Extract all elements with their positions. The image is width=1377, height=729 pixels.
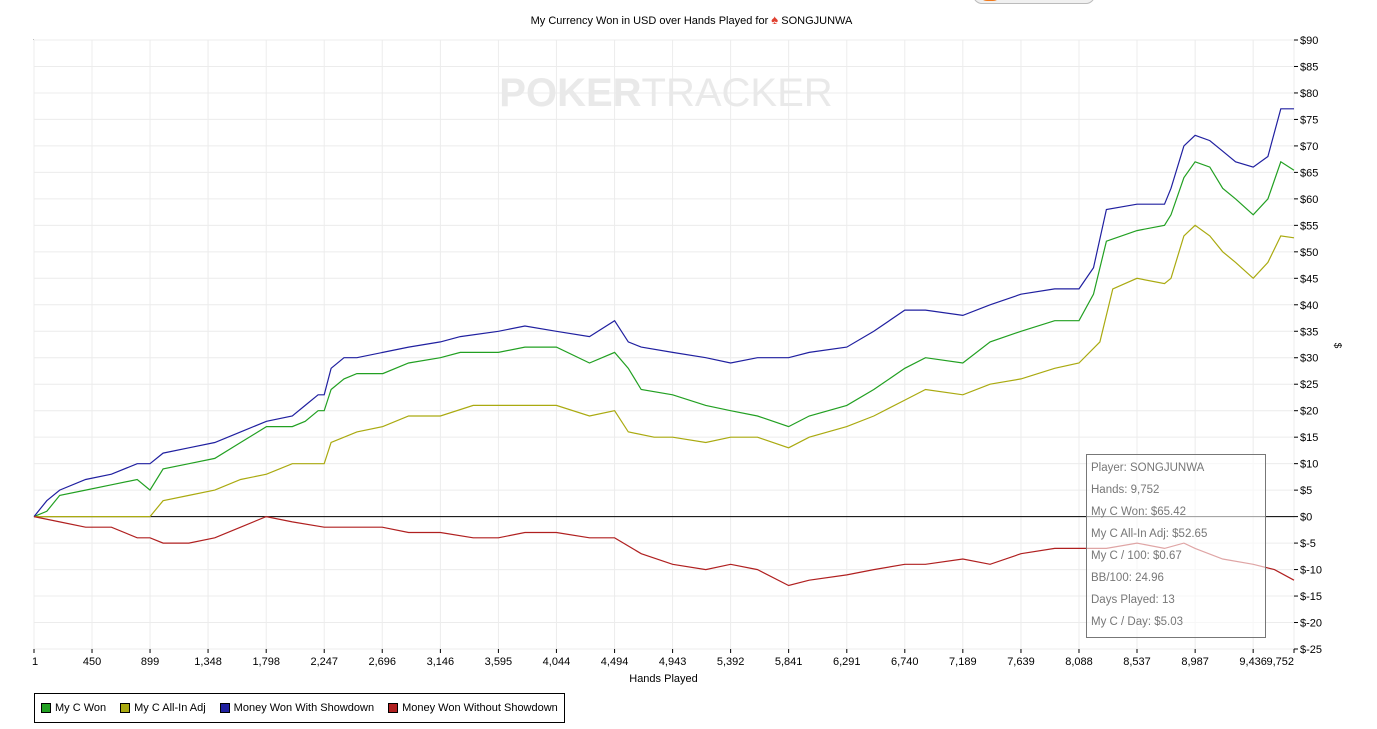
legend-label: My C All-In Adj [134, 702, 206, 714]
y-tick-label: $-15 [1300, 591, 1322, 603]
watermark-part2: TRACKER [642, 71, 833, 115]
y-tick-label: $0 [1300, 512, 1312, 524]
x-tick-label: 7,189 [949, 656, 977, 668]
y-tick-label: $60 [1300, 194, 1318, 206]
y-tick-label: $-5 [1300, 538, 1316, 550]
y-tick-label: $80 [1300, 88, 1318, 100]
x-tick-label: 8,987 [1181, 656, 1209, 668]
y-tick-label: $50 [1300, 247, 1318, 259]
y-tick-label: $75 [1300, 114, 1318, 126]
y-tick-label: $70 [1300, 141, 1318, 153]
legend-label: My C Won [55, 702, 107, 714]
stats-tooltip: Player: SONGJUNWA Hands: 9,752 My C Won:… [1086, 454, 1266, 638]
x-tick-label: 4,494 [601, 656, 629, 668]
y-tick-labels: $90 $85 $80 $75 $70 $65 $60 $55 $50 $45 $40 $35 $30 $… [1294, 35, 1322, 656]
x-tick-label: 899 [141, 656, 159, 668]
legend-swatch [219, 703, 230, 713]
y-tick-label: $45 [1300, 273, 1318, 285]
chart-legend: My C Won My C All-In Adj Money Won With … [34, 693, 565, 723]
y-tick-label: $85 [1300, 61, 1318, 73]
legend-swatch [41, 703, 51, 713]
series-line-3 [33, 108, 1294, 517]
plot-area [33, 39, 1295, 650]
tooltip-allin: My C All-In Adj: $52.65 [1091, 528, 1208, 540]
tooltip-won: My C Won: $65.42 [1091, 506, 1187, 518]
series-line-2 [34, 224, 1295, 518]
x-tick-label: 3,146 [427, 656, 455, 668]
tooltip-days: Days Played: 13 [1091, 594, 1175, 606]
x-tick-label: 6,291 [833, 656, 861, 668]
y-tick-label: $-20 [1300, 618, 1322, 630]
y-tick-label: $5 [1300, 485, 1312, 497]
grid-lines [33, 39, 1295, 650]
y-tick-label: $10 [1300, 459, 1318, 471]
x-tick-label: 6,740 [891, 656, 919, 668]
x-tick-label: 450 [83, 656, 101, 668]
x-tick-label: 5,841 [775, 656, 803, 668]
tooltip-player: Player: SONGJUNWA [1091, 462, 1205, 474]
spade-icon: ♠ [771, 12, 779, 27]
x-tick-label: 7,639 [1007, 656, 1035, 668]
y-tick-label: $90 [1300, 35, 1318, 47]
x-tick-label: 4,044 [543, 656, 571, 668]
tooltip-per100: My C / 100: $0.67 [1091, 550, 1182, 562]
x-tick-label: 9,436 [1239, 656, 1267, 668]
legend-item-allin[interactable]: My C All-In Adj [120, 702, 206, 714]
legend-item-showdown[interactable]: Money Won With Showdown [219, 702, 375, 714]
chart-title-player: SONGJUNWA [781, 15, 853, 27]
x-tick-label: 2,696 [368, 656, 396, 668]
y-axis-label: $ [1331, 342, 1343, 349]
x-tick-label: 1,798 [252, 656, 280, 668]
series-line-1 [33, 160, 1295, 518]
orange-knob[interactable] [979, 0, 1001, 1]
tooltip-hands: Hands: 9,752 [1091, 484, 1160, 496]
y-tick-label: $20 [1300, 406, 1318, 418]
x-tick-label: 5,392 [717, 656, 745, 668]
y-tick-label: $30 [1300, 353, 1318, 365]
y-tick-label: $-25 [1300, 644, 1322, 656]
x-tick-label: 3,595 [485, 656, 513, 668]
legend-label: Money Won With Showdown [233, 702, 375, 714]
legend-label: Money Won Without Showdown [402, 702, 558, 714]
x-tick-label: 2,247 [310, 656, 338, 668]
watermark-part1: POKER [499, 71, 641, 115]
x-tick-label: 8,537 [1123, 656, 1151, 668]
y-tick-label: $35 [1300, 326, 1318, 338]
tooltip-perday: My C / Day: $5.03 [1091, 616, 1184, 628]
x-tick-label: 9,752 [1266, 656, 1294, 668]
legend-swatch [388, 703, 399, 713]
y-tick-label: $25 [1300, 379, 1318, 391]
x-tick-label: 4,943 [659, 656, 687, 668]
x-tick-labels: 1 450 899 1,348 1,798 2,247 2,696 3,146 3,595 4,0… [32, 649, 1295, 668]
legend-item-no-showdown[interactable]: Money Won Without Showdown [388, 702, 558, 714]
x-tick-label: 8,088 [1065, 656, 1093, 668]
series-group [33, 108, 1295, 587]
tooltip-bb100: BB/100: 24.96 [1091, 572, 1164, 584]
chart-title: My Currency Won in USD over Hands Played… [0, 12, 1377, 27]
y-tick-label: $65 [1300, 167, 1318, 179]
x-tick-label: 1,348 [194, 656, 222, 668]
watermark: POKERTRACKER [499, 71, 832, 115]
y-tick-label: $15 [1300, 432, 1318, 444]
y-tick-label: $40 [1300, 300, 1318, 312]
legend-item-won[interactable]: My C Won [41, 702, 106, 714]
y-tick-label: $-10 [1300, 565, 1322, 577]
x-tick-label: 1 [32, 656, 38, 668]
chart-title-text: My Currency Won in USD over Hands Played… [530, 15, 769, 27]
legend-swatch [120, 703, 131, 713]
x-axis-label: Hands Played [629, 673, 698, 685]
y-tick-label: $55 [1300, 220, 1318, 232]
